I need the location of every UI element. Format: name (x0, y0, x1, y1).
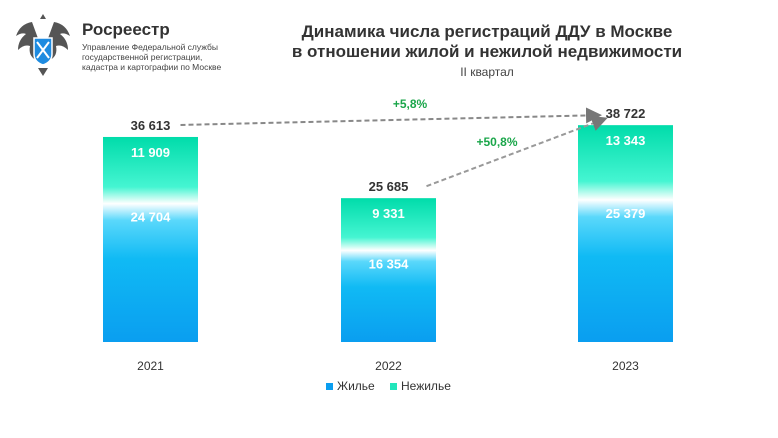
legend-item-nonresidential: Нежилье (390, 379, 451, 393)
rosreestr-logo (16, 14, 70, 76)
legend-item-residential: Жилье (326, 379, 375, 393)
legend-label: Жилье (337, 379, 375, 393)
data-label-nonresidential: 9 331 (372, 206, 405, 221)
org-subtitle-line: кадастра и картографии по Москве (82, 62, 222, 72)
bar-nonresidential (341, 198, 436, 251)
legend-swatch (326, 382, 333, 390)
org-name: Росреестр (82, 20, 170, 39)
x-tick-label: 2022 (375, 359, 402, 373)
total-label: 25 685 (369, 179, 409, 194)
growth-arrow (180, 107, 602, 126)
growth-annotation: +5,8% (393, 97, 428, 111)
data-label-nonresidential: 11 909 (131, 145, 170, 160)
growth-arrow (426, 115, 608, 188)
chart-title-line: в отношении жилой и нежилой недвижимости (291, 42, 683, 61)
data-label-residential: 25 379 (606, 206, 646, 221)
data-label-residential: 16 354 (369, 256, 410, 271)
total-label: 38 722 (606, 106, 646, 121)
legend-label: Нежилье (401, 379, 451, 393)
x-tick-label: 2021 (137, 359, 164, 373)
bar-nonresidential (103, 136, 198, 204)
bar-nonresidential (578, 125, 673, 200)
bar-residential (578, 199, 673, 342)
org-subtitle-line: государственной регистрации, (82, 52, 203, 62)
total-label: 36 613 (131, 118, 171, 133)
chart-title-line: Динамика числа регистраций ДДУ в Москве (301, 22, 673, 41)
chart-subtitle: II квартал (460, 65, 514, 79)
legend-swatch (390, 382, 397, 390)
data-label-nonresidential: 13 343 (606, 133, 646, 148)
org-subtitle-line: Управление Федеральной службы (82, 42, 218, 52)
growth-annotation: +50,8% (476, 135, 517, 149)
x-tick-label: 2023 (612, 359, 639, 373)
bar-residential (103, 203, 198, 342)
bar-residential (341, 250, 436, 342)
data-label-residential: 24 704 (131, 210, 172, 225)
